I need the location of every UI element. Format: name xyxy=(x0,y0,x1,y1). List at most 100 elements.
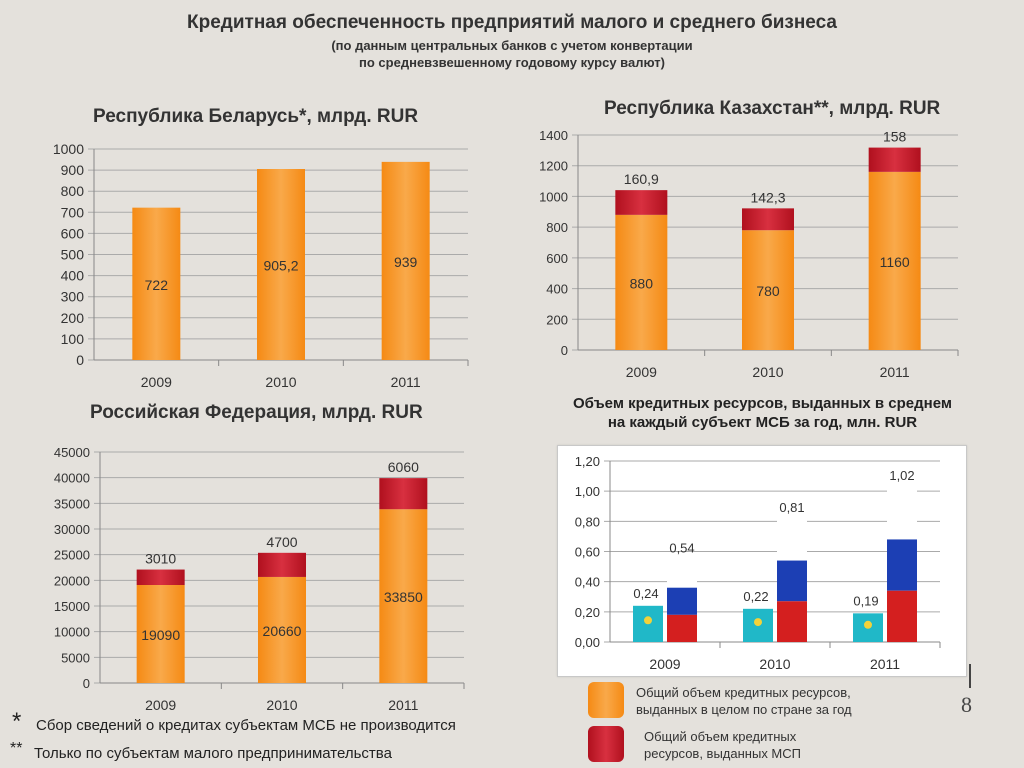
russia-y-tick-label: 25000 xyxy=(54,548,90,563)
kazakhstan-bar-sme-2009 xyxy=(615,190,668,215)
belarus-x-tick-label: 2011 xyxy=(391,374,421,390)
per-entity-x-tick-label: 2010 xyxy=(759,656,790,672)
legend-label-sme: Общий объем кредитных ресурсов, выданных… xyxy=(644,728,801,762)
kazakhstan-x-tick-label: 2009 xyxy=(626,364,657,380)
kazakhstan-chart: 0 200 400 600 800 1000 1200 1400 2009 2010 2011 880… xyxy=(539,128,959,380)
russia-y-tick-label: 40000 xyxy=(54,471,90,486)
per-entity-bar-ru-red-2009 xyxy=(667,614,697,642)
per-entity-y-tick-label: 0,80 xyxy=(575,514,600,529)
per-entity-bar-ru-white-2009 xyxy=(667,560,697,588)
per-entity-bar-ru-white-2011 xyxy=(887,488,917,540)
kazakhstan-bar-sme-2010 xyxy=(742,208,794,231)
per-entity-title-line-2: на каждый субъект МСБ за год, млн. RUR xyxy=(607,414,918,431)
per-entity-kz-label: 0,19 xyxy=(853,593,878,608)
belarus-y-tick-label: 100 xyxy=(61,331,85,347)
russia-y-tick-label: 45000 xyxy=(54,445,90,460)
kazakhstan-y-tick-label: 1000 xyxy=(539,189,568,204)
belarus-value-label: 905,2 xyxy=(263,258,298,274)
kazakhstan-total-label: 880 xyxy=(630,275,654,291)
kz-flag-sun-icon xyxy=(754,618,762,627)
footnote-2-mark: ** xyxy=(10,740,23,757)
per-entity-bar-ru-red-2010 xyxy=(777,601,807,642)
russia-x-tick-label: 2010 xyxy=(266,697,297,713)
belarus-y-tick-label: 500 xyxy=(61,247,85,263)
per-entity-y-tick-label: 0,60 xyxy=(575,545,600,560)
per-entity-kz-label: 0,24 xyxy=(633,586,658,601)
russia-total-label: 33850 xyxy=(384,589,423,605)
belarus-chart-panel: 0 100 200 300 400 500 600 700 800 900 1000 2009 2010… xyxy=(30,130,500,395)
russia-total-label: 20660 xyxy=(263,623,302,639)
kazakhstan-sme-label: 158 xyxy=(883,129,907,145)
kazakhstan-y-tick-label: 1200 xyxy=(539,159,568,174)
belarus-y-tick-label: 0 xyxy=(76,352,84,368)
belarus-y-tick-label: 300 xyxy=(61,289,85,305)
russia-bar-total-2009 xyxy=(136,585,185,683)
belarus-y-tick-label: 1000 xyxy=(53,141,84,157)
legend-swatch-sme xyxy=(588,726,624,762)
per-entity-y-tick-label: 0,00 xyxy=(575,635,600,650)
belarus-chart: 0 100 200 300 400 500 600 700 800 900 1000 2009 2010… xyxy=(53,141,469,390)
kazakhstan-y-tick-label: 400 xyxy=(546,282,568,297)
belarus-bar-2011 xyxy=(381,161,430,360)
belarus-x-tick-label: 2009 xyxy=(141,374,172,390)
russia-y-tick-label: 20000 xyxy=(54,573,90,588)
belarus-value-label: 722 xyxy=(145,277,169,293)
belarus-bar-2009 xyxy=(132,207,181,360)
legend-swatch-total xyxy=(588,682,624,718)
per-entity-y-tick-label: 0,40 xyxy=(575,575,600,590)
russia-sme-label: 3010 xyxy=(145,551,176,567)
russia-y-tick-label: 5000 xyxy=(61,650,90,665)
kazakhstan-y-tick-label: 800 xyxy=(546,220,568,235)
russia-y-tick-label: 15000 xyxy=(54,599,90,614)
kazakhstan-total-label: 1160 xyxy=(880,254,910,270)
legend-sme-line-1: Общий объем кредитных xyxy=(644,729,797,744)
kazakhstan-bar-total-2009 xyxy=(615,214,668,350)
page-number-divider xyxy=(969,664,971,688)
per-entity-ru-label: 0,54 xyxy=(669,541,694,556)
kazakhstan-bar-total-2010 xyxy=(742,230,794,350)
kazakhstan-y-tick-label: 0 xyxy=(561,343,568,358)
per-entity-bar-ru-red-2011 xyxy=(887,590,917,642)
belarus-y-tick-label: 900 xyxy=(61,162,85,178)
legend-total-line-2: выданных в целом по стране за год xyxy=(636,702,852,717)
russia-bar-total-2011 xyxy=(379,509,428,683)
kz-flag-sun-icon xyxy=(644,616,652,625)
kazakhstan-bar-total-2011 xyxy=(868,171,921,350)
belarus-y-tick-label: 700 xyxy=(61,204,85,220)
per-entity-ru-label: 1,02 xyxy=(889,468,914,483)
russia-x-tick-label: 2011 xyxy=(388,697,418,713)
belarus-chart-title: Республика Беларусь*, млрд. RUR xyxy=(93,106,419,127)
kazakhstan-chart-title: Республика Казахстан**, млрд. RUR xyxy=(604,98,941,119)
per-entity-y-tick-label: 1,20 xyxy=(575,454,600,469)
page-title: Кредитная обеспеченность предприятий мал… xyxy=(187,12,837,33)
belarus-y-tick-label: 600 xyxy=(61,225,85,241)
footnote-1-text: Сбор сведений о кредитах субъектам МСБ н… xyxy=(36,717,456,734)
russia-y-tick-label: 35000 xyxy=(54,496,90,511)
russia-chart: 0 5000 10000 15000 20000 25000 30000 35000 40000… xyxy=(54,445,465,713)
belarus-y-tick-label: 800 xyxy=(61,183,85,199)
kazakhstan-y-tick-label: 600 xyxy=(546,251,568,266)
russia-y-tick-label: 30000 xyxy=(54,522,90,537)
russia-bar-sme-2010 xyxy=(258,552,306,577)
russia-chart-panel: 0 5000 10000 15000 20000 25000 30000 35000 40000… xyxy=(30,440,500,715)
legend-sme-line-2: ресурсов, выданных МСП xyxy=(644,746,801,761)
kazakhstan-chart-panel: 0 200 400 600 800 1000 1200 1400 2009 2010 2011 880… xyxy=(530,122,970,384)
kazakhstan-bar-sme-2011 xyxy=(868,147,921,172)
kazakhstan-y-tick-label: 200 xyxy=(546,312,568,327)
russia-chart-title: Российская Федерация, млрд. RUR xyxy=(90,402,423,423)
russia-bar-total-2010 xyxy=(258,576,306,683)
kazakhstan-x-tick-label: 2010 xyxy=(752,364,783,380)
per-entity-kz-label: 0,22 xyxy=(743,589,768,604)
russia-sme-label: 4700 xyxy=(266,534,297,550)
per-entity-y-tick-label: 0,20 xyxy=(575,605,600,620)
per-entity-bar-ru-blue-2009 xyxy=(667,587,697,615)
russia-y-tick-label: 10000 xyxy=(54,625,90,640)
page-number: 8 xyxy=(961,692,972,717)
kazakhstan-x-tick-label: 2011 xyxy=(880,364,910,380)
russia-bar-sme-2011 xyxy=(379,478,428,510)
per-entity-x-tick-label: 2009 xyxy=(649,656,680,672)
russia-y-tick-label: 0 xyxy=(83,676,90,691)
legend-label-total: Общий объем кредитных ресурсов, выданных… xyxy=(636,684,852,718)
russia-sme-label: 6060 xyxy=(388,459,419,475)
per-entity-bar-ru-blue-2011 xyxy=(887,539,917,591)
